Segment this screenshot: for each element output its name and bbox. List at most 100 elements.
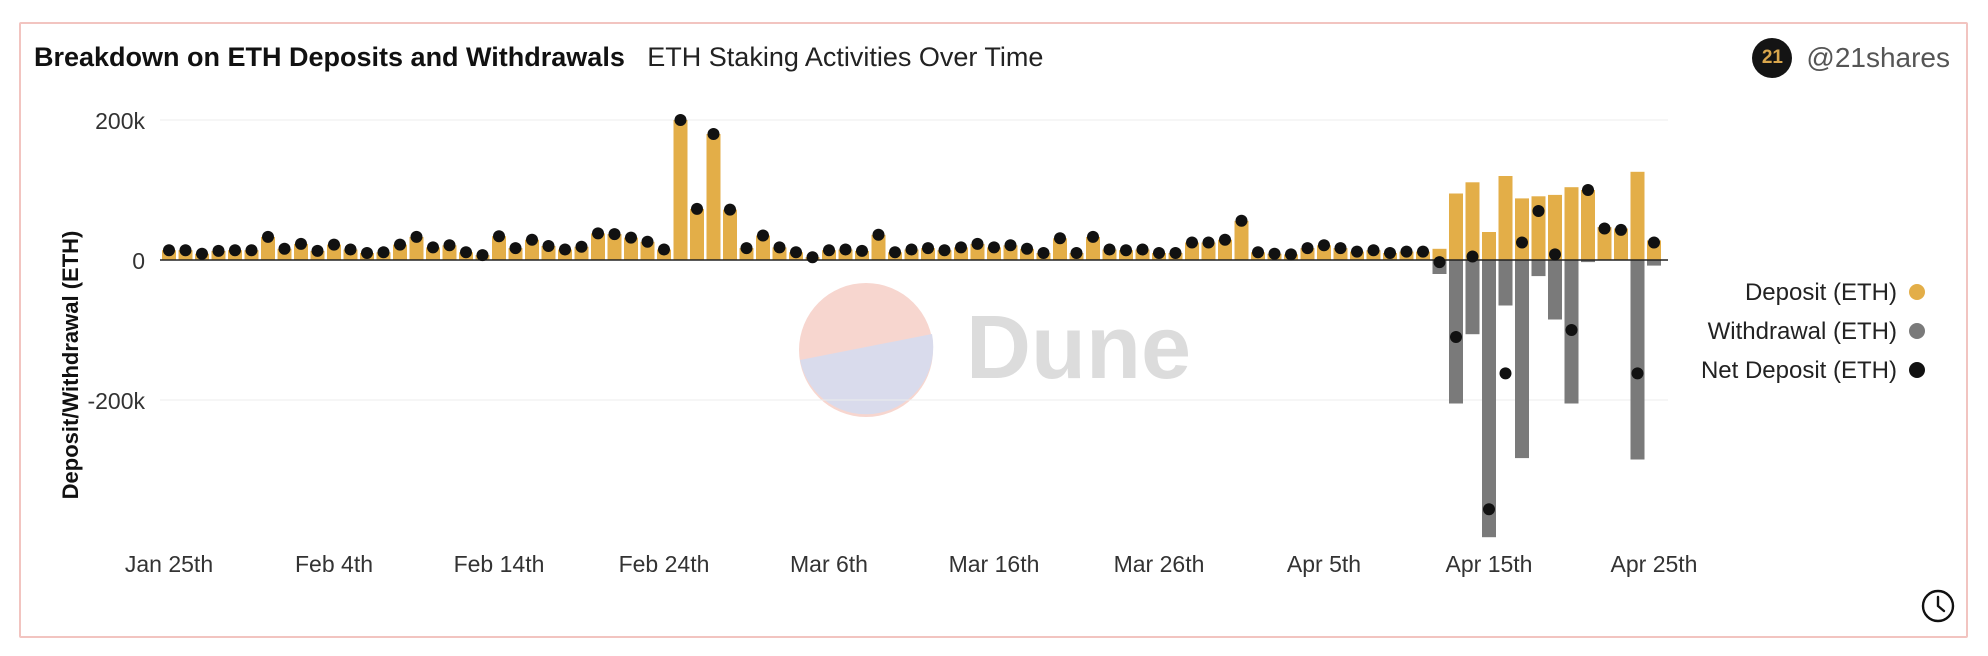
net-deposit-point: [1367, 244, 1380, 257]
deposit-bar: [756, 235, 770, 260]
net-deposit-point: [526, 233, 538, 246]
net-deposit-point: [1235, 214, 1248, 227]
net-deposit-point: [740, 242, 753, 255]
net-deposit-point: [575, 240, 588, 253]
withdrawal-bar: [1630, 260, 1645, 460]
deposit-bar: [1498, 176, 1513, 260]
net-deposit-point: [1054, 232, 1066, 245]
net-deposit-point: [1648, 236, 1660, 249]
net-deposit-point: [1169, 247, 1182, 259]
x-tick-label: Feb 14th: [454, 551, 545, 577]
net-deposit-point: [1103, 243, 1116, 256]
net-deposit-point: [1070, 247, 1083, 259]
net-deposit-point: [1285, 248, 1297, 261]
net-deposit-point: [344, 243, 357, 256]
x-tick-label: Apr 25th: [1611, 551, 1698, 577]
deposit-bar: [871, 234, 886, 260]
withdrawal-bar: [1515, 260, 1529, 459]
net-deposit-point: [262, 230, 274, 243]
net-deposit-point: [691, 202, 703, 215]
net-deposit-point: [1417, 245, 1429, 258]
deposit-bar: [1581, 190, 1595, 260]
net-deposit-point: [1450, 331, 1462, 343]
net-deposit-point: [1087, 230, 1099, 243]
net-deposit-point: [872, 228, 885, 241]
net-deposit-point: [377, 246, 390, 259]
deposit-bar: [607, 234, 622, 260]
deposit-bar: [1234, 220, 1249, 260]
net-deposit-point: [1532, 205, 1545, 217]
deposit-bar: [1482, 232, 1496, 260]
withdrawal-bar: [1581, 260, 1595, 263]
net-deposit-point: [806, 251, 819, 264]
net-deposit-point: [1384, 247, 1396, 259]
deposit-bar: [1597, 227, 1612, 260]
net-deposit-point: [625, 231, 637, 244]
deposit-bar: [1053, 238, 1067, 260]
net-deposit-point: [592, 227, 604, 240]
net-deposit-point: [1351, 245, 1363, 258]
deposit-bar: [492, 236, 506, 260]
dune-watermark-text: Dune: [966, 298, 1191, 398]
net-deposit-point: [922, 242, 934, 255]
net-deposit-point: [229, 244, 241, 257]
deposit-bar: [1515, 198, 1529, 260]
net-deposit-point: [509, 242, 522, 255]
deposit-bar: [591, 233, 605, 260]
deposit-bar: [1564, 187, 1579, 260]
net-deposit-point: [1252, 246, 1264, 259]
net-deposit-point: [856, 244, 868, 257]
withdrawal-bar: [1531, 260, 1546, 277]
withdrawal-bar: [1465, 260, 1480, 335]
net-deposit-point: [955, 241, 967, 254]
net-deposit-point: [1120, 244, 1132, 257]
deposit-bar: [1630, 171, 1645, 260]
net-deposit-point: [460, 246, 472, 259]
x-tick-label: Mar 6th: [790, 551, 868, 577]
deposit-bar: [1548, 194, 1562, 260]
net-deposit-point: [839, 243, 852, 256]
net-deposit-point: [410, 230, 423, 243]
brand[interactable]: 21 @21shares: [1752, 38, 1950, 78]
net-deposit-point: [1549, 248, 1561, 261]
net-deposit-point: [790, 246, 802, 259]
deposit-bar: [1465, 182, 1480, 260]
clock-icon[interactable]: [1920, 588, 1956, 624]
withdrawal-bar: [1548, 260, 1562, 320]
x-tick-label: Apr 15th: [1446, 551, 1533, 577]
net-deposit-point: [179, 244, 192, 257]
net-deposit-point: [443, 239, 456, 252]
withdrawal-bar: [1498, 260, 1513, 306]
net-deposit-point: [1186, 236, 1198, 249]
net-deposit-point: [394, 238, 406, 251]
deposit-bar: [690, 208, 704, 260]
deposit-bar: [706, 134, 721, 260]
deposit-bar: [1218, 239, 1232, 260]
net-deposit-point: [641, 235, 654, 248]
net-deposit-point: [971, 237, 984, 250]
chart-title: Breakdown on ETH Deposits and Withdrawal…: [34, 42, 625, 72]
net-deposit-point: [674, 114, 687, 126]
net-deposit-point: [212, 244, 225, 257]
deposit-bar: [673, 120, 688, 260]
net-deposit-point: [1400, 245, 1413, 258]
x-tick-label: Feb 4th: [295, 551, 373, 577]
net-deposit-point: [196, 247, 208, 260]
y-tick-label: -200k: [87, 388, 145, 414]
net-deposit-point: [1483, 503, 1495, 516]
net-deposit-point: [1004, 239, 1017, 252]
withdrawal-bar: [1647, 260, 1661, 266]
x-tick-label: Apr 5th: [1287, 551, 1361, 577]
net-deposit-point: [493, 230, 505, 243]
net-deposit-point: [559, 243, 571, 256]
net-deposit-point: [1334, 242, 1347, 255]
net-deposit-point: [1631, 367, 1644, 380]
legend-marker: [1909, 362, 1925, 378]
x-tick-label: Mar 26th: [1114, 551, 1205, 577]
net-deposit-point: [905, 243, 918, 256]
y-tick-label: 0: [132, 248, 145, 274]
brand-handle[interactable]: @21shares: [1806, 42, 1950, 73]
x-tick-label: Mar 16th: [949, 551, 1040, 577]
deposit-bar: [624, 237, 638, 260]
